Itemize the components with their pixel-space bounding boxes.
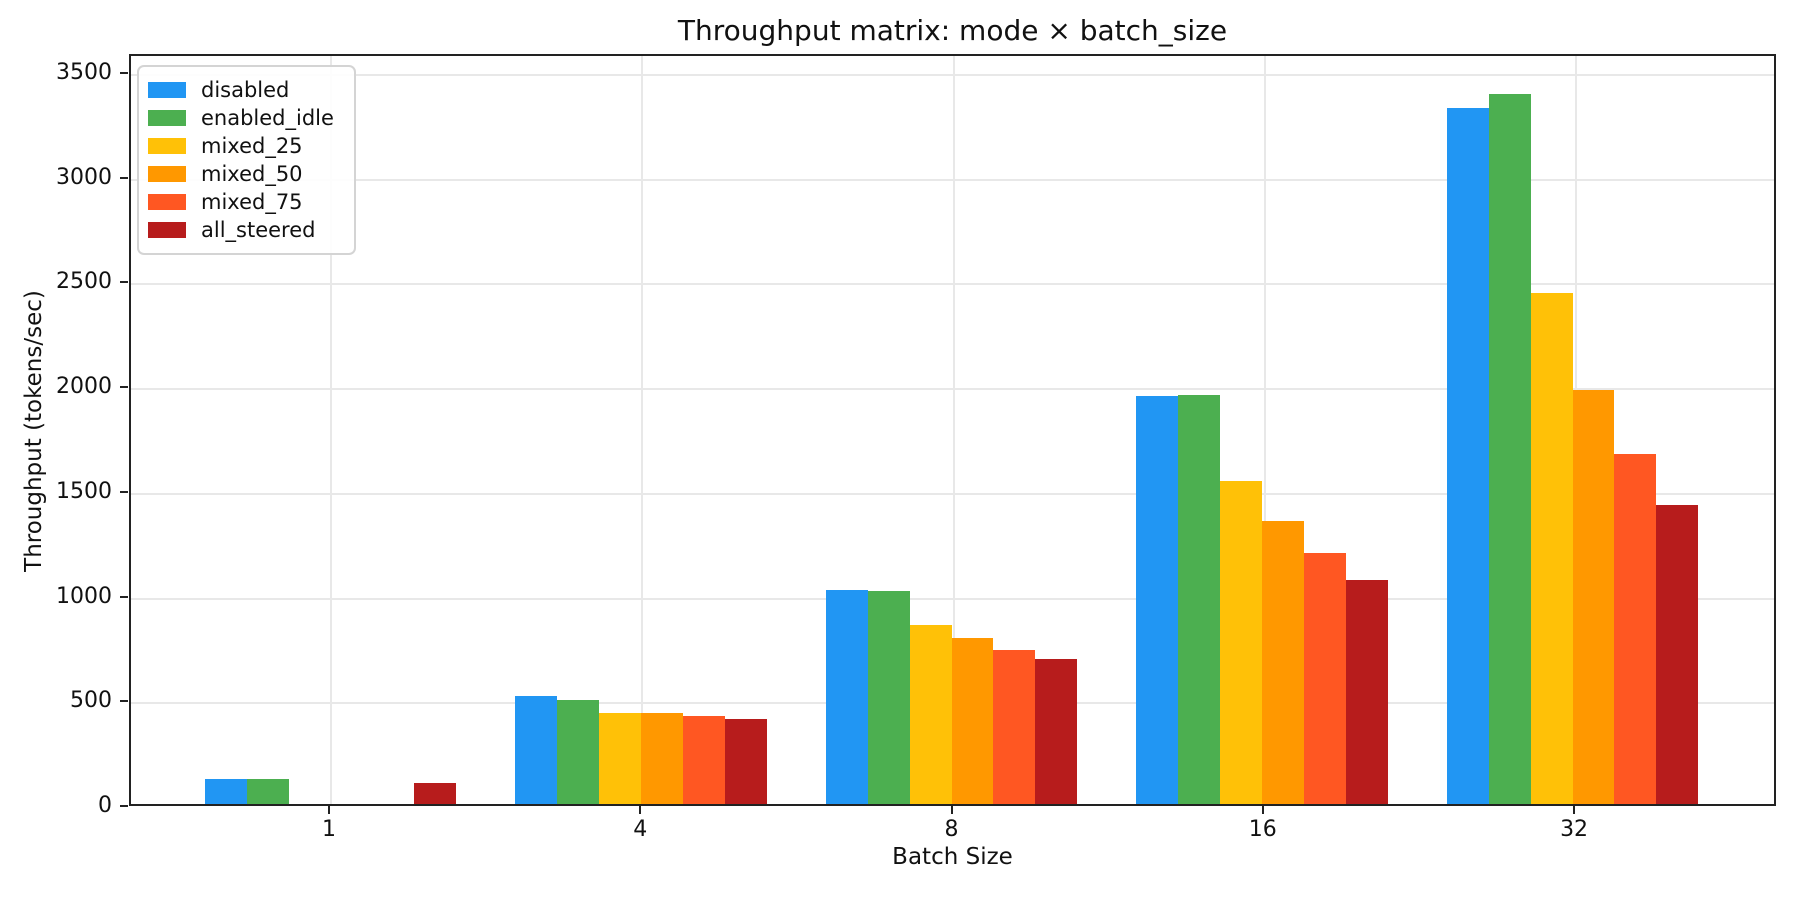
legend-item-all_steered: all_steered: [148, 216, 334, 244]
v-gridline-8: [952, 56, 955, 804]
legend-label-all_steered: all_steered: [201, 218, 316, 242]
legend-item-mixed_25: mixed_25: [148, 132, 334, 160]
y-tick-mark-3500: [120, 71, 128, 74]
y-tick-label-3500: 3500: [56, 59, 112, 85]
bar-disabled-16: [1136, 396, 1179, 804]
y-tick-label-500: 500: [70, 688, 112, 714]
bar-all_steered-16: [1345, 579, 1388, 804]
y-tick-label-3000: 3000: [56, 164, 112, 190]
bar-disabled-32: [1446, 108, 1489, 804]
legend-label-mixed_50: mixed_50: [201, 162, 303, 186]
y-tick-label-2500: 2500: [56, 269, 112, 295]
legend-swatch-mixed_75: [148, 194, 186, 210]
x-tick-mark-32: [1573, 806, 1576, 814]
y-tick-label-0: 0: [98, 793, 112, 818]
legend-swatch-mixed_50: [148, 166, 186, 182]
x-tick-label-16: 16: [1248, 817, 1277, 842]
x-tick-mark-8: [950, 806, 953, 814]
bar-mixed_25-8: [909, 625, 952, 804]
y-tick-mark-2500: [120, 281, 128, 284]
bar-disabled-1: [204, 778, 247, 804]
v-gridline-4: [641, 56, 644, 804]
bar-enabled_idle-8: [867, 591, 910, 804]
x-axis-label: Batch Size: [892, 844, 1013, 870]
bar-enabled_idle-4: [557, 700, 600, 804]
bar-mixed_75-8: [993, 649, 1036, 804]
legend-item-enabled_idle: enabled_idle: [148, 104, 334, 132]
y-tick-mark-1000: [120, 595, 128, 598]
legend-swatch-all_steered: [148, 222, 186, 238]
legend-swatch-disabled: [148, 82, 186, 98]
bar-mixed_50-8: [951, 638, 994, 804]
y-tick-mark-2000: [120, 386, 128, 389]
chart-title: Throughput matrix: mode × batch_size: [677, 14, 1228, 47]
legend-label-mixed_75: mixed_75: [201, 190, 303, 214]
x-tick-mark-4: [639, 806, 642, 814]
bar-mixed_25-16: [1220, 481, 1263, 804]
bar-all_steered-1: [414, 782, 457, 804]
y-tick-mark-0: [120, 805, 128, 807]
x-tick-label-8: 8: [944, 817, 959, 842]
x-tick-label-1: 1: [321, 817, 336, 842]
bar-mixed_50-4: [640, 713, 683, 804]
bar-mixed_75-32: [1614, 454, 1657, 804]
v-gridline-1: [329, 56, 332, 804]
bar-all_steered-32: [1656, 504, 1699, 804]
bar-mixed_75-4: [682, 715, 725, 804]
legend-item-disabled: disabled: [148, 76, 334, 104]
bar-mixed_25-32: [1530, 293, 1573, 804]
bar-enabled_idle-32: [1488, 93, 1531, 804]
bar-mixed_25-4: [599, 712, 641, 804]
x-tick-label-32: 32: [1560, 817, 1589, 842]
bar-mixed_50-32: [1572, 389, 1615, 804]
legend-label-mixed_25: mixed_25: [201, 134, 303, 158]
bar-all_steered-4: [724, 719, 767, 804]
bar-enabled_idle-1: [246, 778, 289, 804]
bar-mixed_50-16: [1262, 520, 1304, 804]
legend-item-mixed_50: mixed_50: [148, 160, 334, 188]
bar-mixed_75-16: [1303, 553, 1346, 804]
x-tick-mark-16: [1261, 806, 1264, 814]
y-tick-mark-1500: [120, 490, 128, 493]
y-tick-mark-3000: [120, 176, 128, 179]
plot-area: [129, 54, 1776, 806]
y-tick-mark-500: [120, 700, 128, 703]
legend-label-enabled_idle: enabled_idle: [201, 106, 334, 130]
y-tick-label-2000: 2000: [56, 374, 112, 400]
v-gridline-16: [1263, 56, 1266, 804]
x-tick-label-4: 4: [633, 817, 648, 842]
legend-item-mixed_75: mixed_75: [148, 188, 334, 216]
x-tick-mark-1: [327, 806, 330, 814]
legend-label-disabled: disabled: [201, 78, 290, 102]
bar-disabled-4: [515, 695, 558, 804]
legend-swatch-mixed_25: [148, 138, 186, 154]
bar-all_steered-8: [1035, 658, 1078, 804]
legend-swatch-enabled_idle: [148, 110, 186, 126]
y-tick-label-1000: 1000: [56, 583, 112, 609]
bar-enabled_idle-16: [1178, 395, 1221, 804]
y-tick-label-1500: 1500: [56, 478, 112, 504]
bar-disabled-8: [825, 590, 868, 804]
